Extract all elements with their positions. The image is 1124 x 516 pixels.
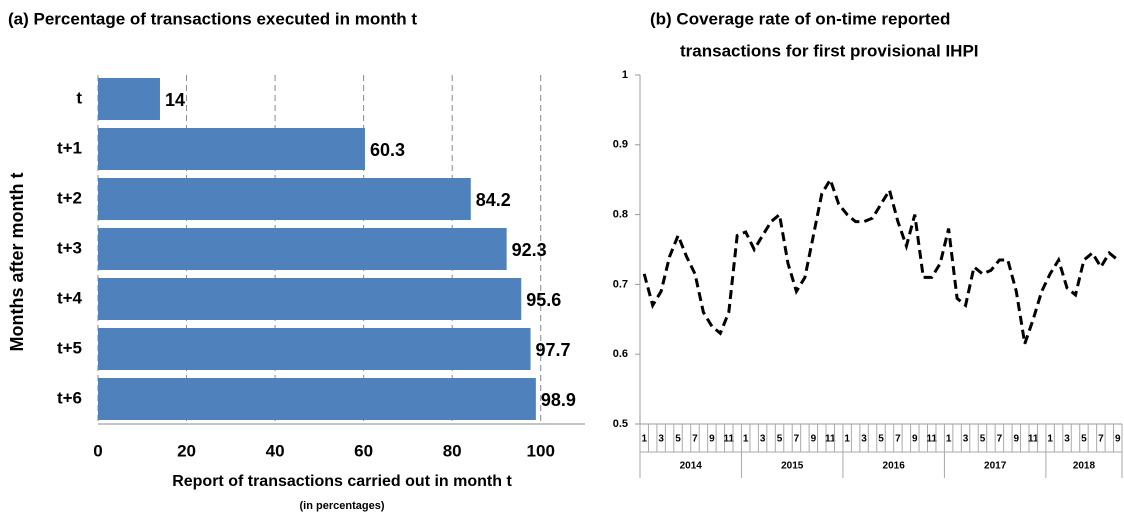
- value-label: 98.9: [541, 390, 576, 410]
- x-axis-label: Report of transactions carried out in mo…: [172, 473, 512, 490]
- year-label: 2015: [781, 461, 804, 472]
- x-tick-label: 3: [963, 434, 969, 445]
- x-tick-label: 11: [724, 434, 735, 445]
- value-label: 84.2: [476, 190, 511, 210]
- x-tick-label: 5: [1081, 434, 1087, 445]
- chart-title: (a) Percentage of transactions executed …: [8, 9, 417, 28]
- x-tick-label: 3: [861, 434, 867, 445]
- chart-title: (b) Coverage rate of on-time reported: [650, 9, 950, 28]
- year-label: 2016: [883, 461, 906, 472]
- x-tick-label: 1: [946, 434, 952, 445]
- value-label: 60.3: [370, 140, 405, 160]
- x-tick-label: 9: [709, 434, 715, 445]
- chart-title: transactions for first provisional IHPI: [680, 41, 979, 60]
- data-line: [642, 176, 1119, 345]
- value-label: 97.7: [536, 340, 571, 360]
- x-tick-label: 9: [1014, 434, 1020, 445]
- y-tick-label: t+2: [57, 188, 82, 207]
- y-tick-label: t+5: [57, 338, 82, 357]
- bar: [98, 178, 471, 220]
- x-tick-label: 11: [1028, 434, 1039, 445]
- bar: [98, 78, 160, 120]
- x-tick-label: 7: [895, 434, 901, 445]
- x-tick-label: 0: [93, 441, 102, 460]
- y-tick-label: 1: [622, 69, 628, 81]
- x-tick-label: 1: [1047, 434, 1053, 445]
- x-tick-label: 5: [777, 434, 783, 445]
- bar: [98, 128, 365, 170]
- y-tick-label: t+6: [57, 388, 82, 407]
- x-tick-label: 40: [266, 441, 285, 460]
- x-tick-label: 80: [443, 441, 462, 460]
- x-tick-label: 7: [794, 434, 800, 445]
- x-tick-label: 3: [1064, 434, 1070, 445]
- bar: [98, 228, 507, 270]
- x-tick-label: 5: [878, 434, 884, 445]
- y-tick-label: t+4: [57, 288, 83, 307]
- y-tick-label: t+1: [57, 138, 82, 157]
- y-tick-label: t+3: [57, 238, 82, 257]
- x-axis-note: (in percentages): [300, 500, 385, 512]
- x-tick-label: 1: [743, 434, 749, 445]
- value-label: 92.3: [512, 240, 547, 260]
- x-tick-label: 7: [997, 434, 1003, 445]
- x-tick-label: 11: [825, 434, 836, 445]
- value-label: 95.6: [526, 290, 561, 310]
- x-tick-label: 11: [926, 434, 937, 445]
- y-tick-label: t: [76, 88, 82, 107]
- x-tick-label: 7: [692, 434, 698, 445]
- x-tick-label: 7: [1098, 434, 1104, 445]
- y-axis-label: Months after month t: [7, 173, 27, 352]
- x-tick-label: 9: [811, 434, 817, 445]
- x-tick-label: 1: [844, 434, 850, 445]
- x-tick-label: 9: [1115, 434, 1121, 445]
- y-tick-label: 0.6: [613, 348, 628, 360]
- bar: [98, 378, 536, 420]
- x-tick-label: 1: [641, 434, 647, 445]
- x-tick-label: 60: [354, 441, 373, 460]
- value-label: 14: [165, 90, 185, 110]
- x-tick-label: 3: [760, 434, 766, 445]
- x-tick-label: 5: [980, 434, 986, 445]
- x-tick-label: 5: [675, 434, 681, 445]
- bar: [98, 328, 531, 370]
- y-tick-label: 0.8: [613, 209, 628, 221]
- year-label: 2014: [680, 461, 703, 472]
- x-tick-label: 9: [912, 434, 918, 445]
- year-label: 2018: [1073, 461, 1096, 472]
- y-tick-label: 0.9: [613, 139, 628, 151]
- x-tick-label: 3: [658, 434, 664, 445]
- y-tick-label: 0.7: [613, 278, 628, 290]
- x-tick-label: 100: [527, 441, 555, 460]
- x-tick-label: 20: [177, 441, 196, 460]
- y-tick-label: 0.5: [613, 418, 628, 430]
- year-label: 2017: [984, 461, 1007, 472]
- bar: [98, 278, 522, 320]
